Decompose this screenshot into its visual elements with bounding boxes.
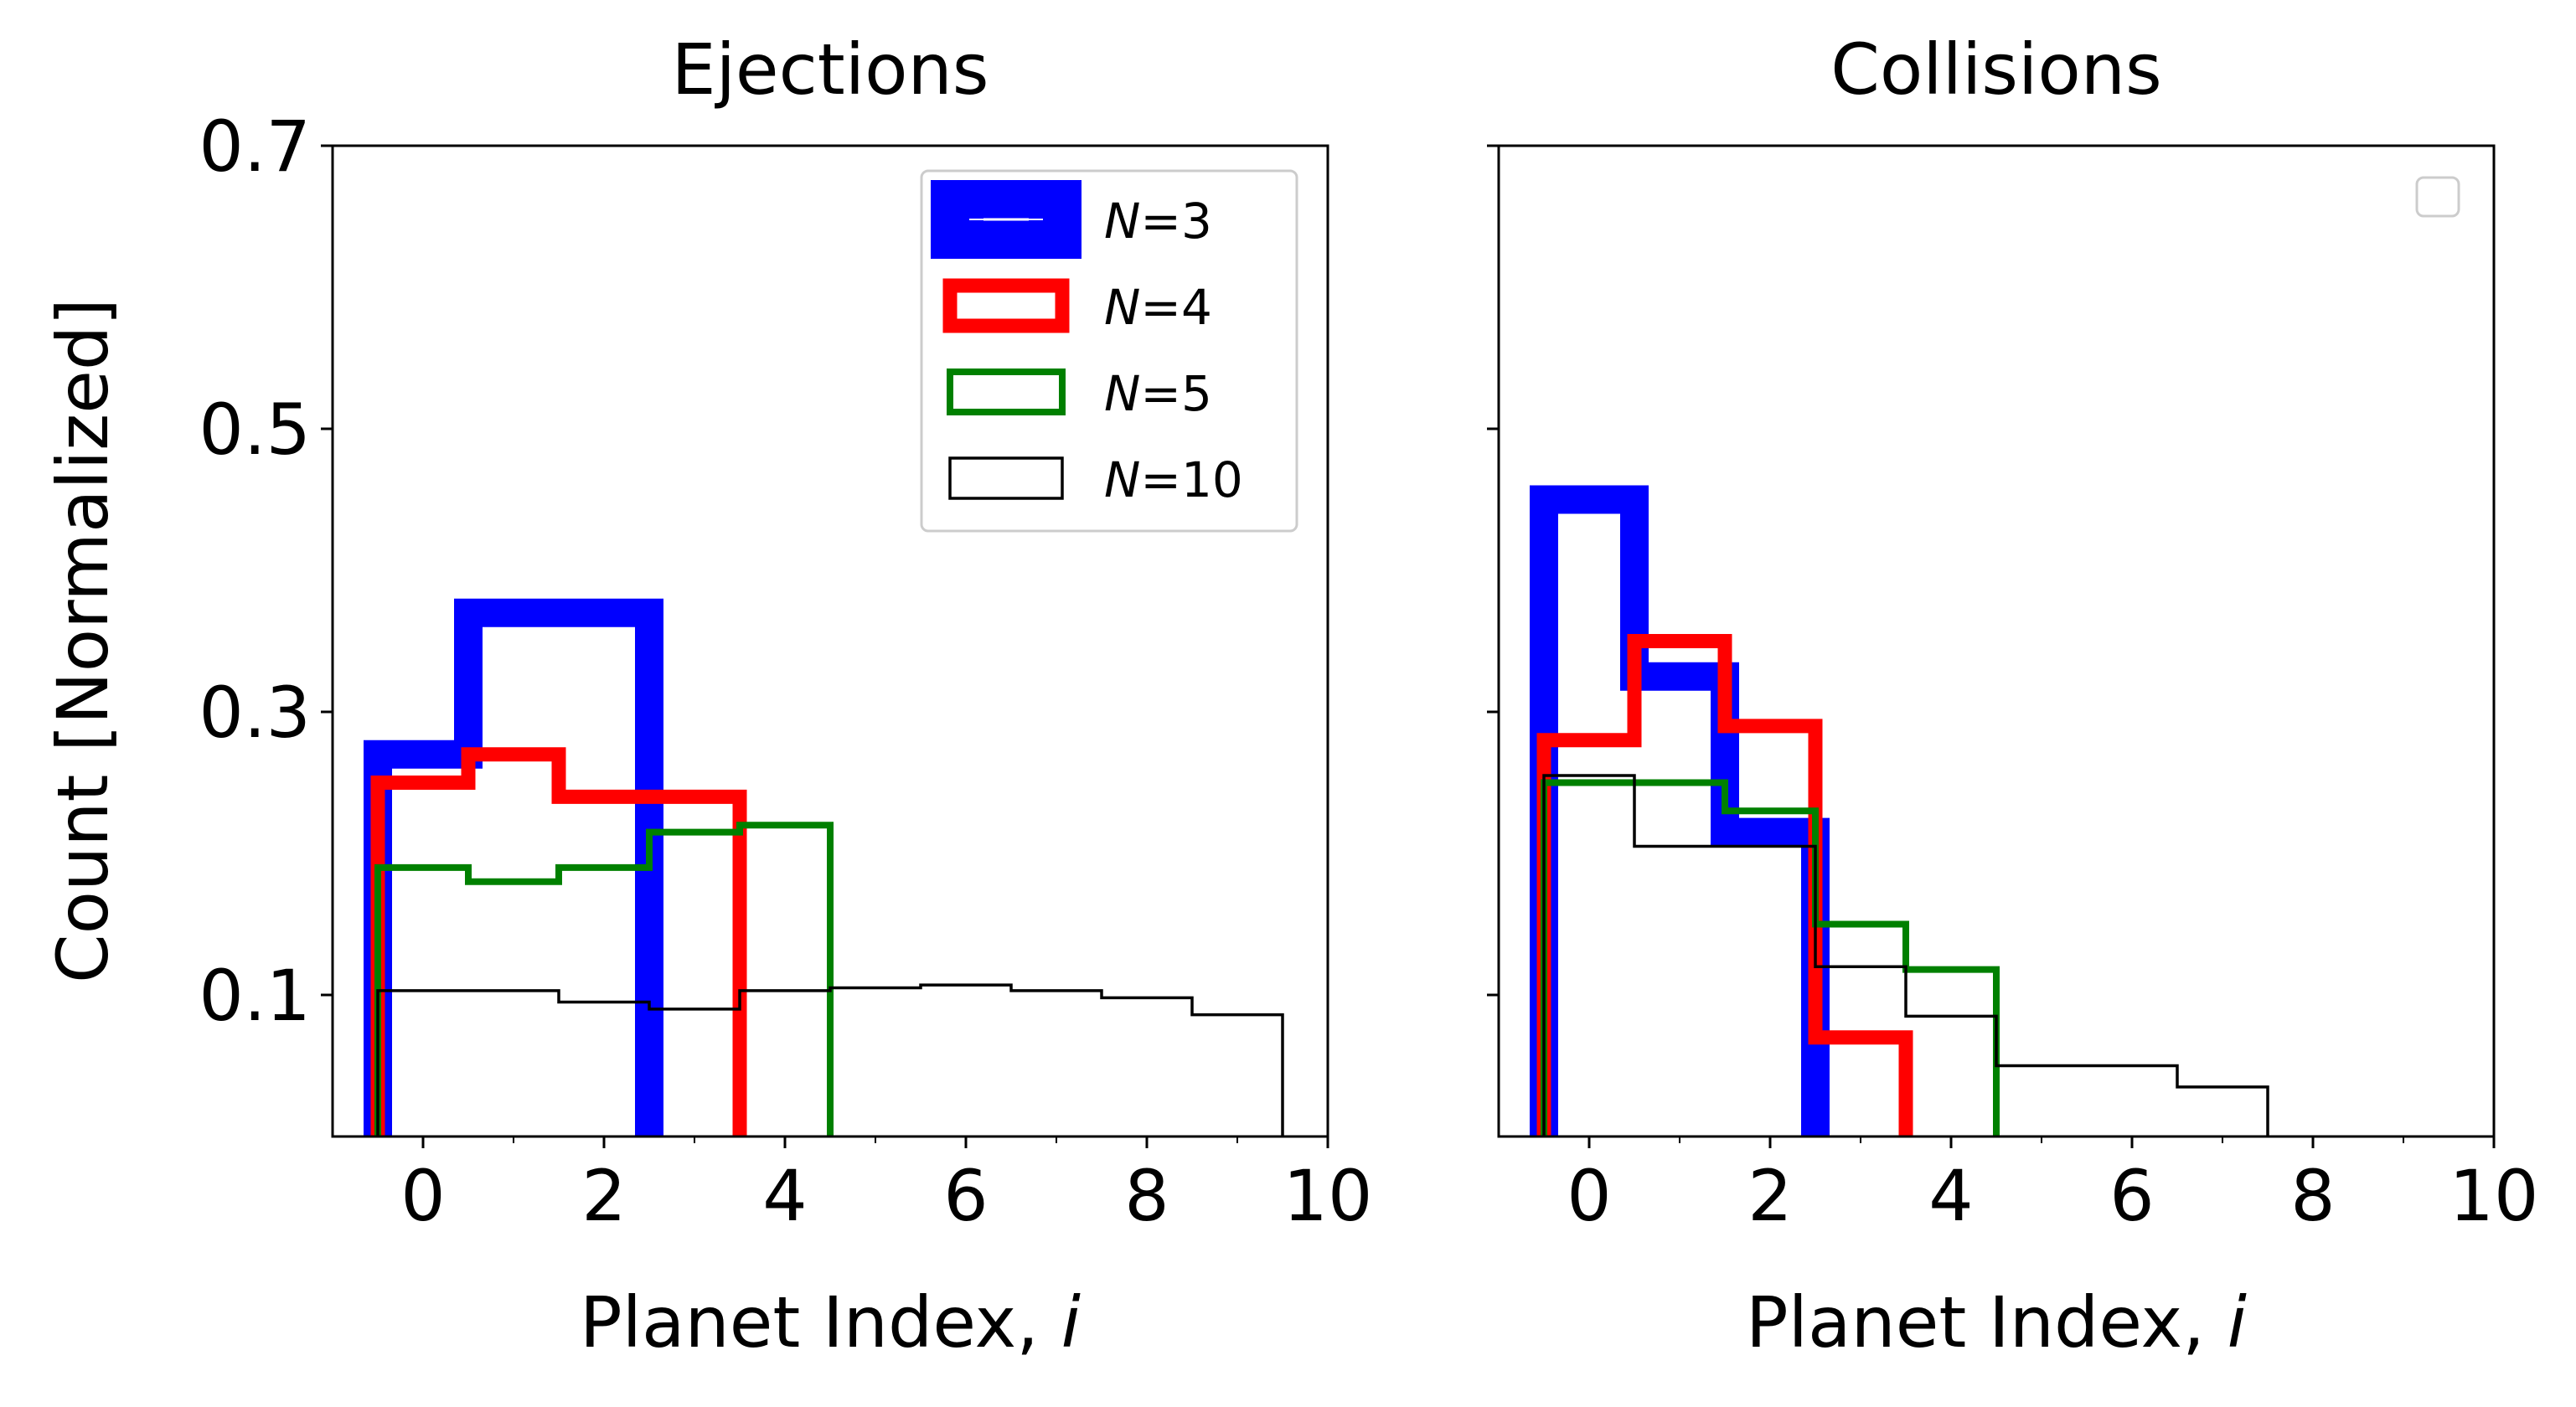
y-tick-label: 0.5 <box>199 389 311 471</box>
x-ticks: 0 2 4 6 8 10 <box>1567 1136 2538 1237</box>
x-ticks: 0 2 4 6 8 10 <box>400 1136 1372 1237</box>
x-axis-variable: i <box>2228 1281 2247 1363</box>
x-axis-label-text: Planet Index, <box>580 1281 1061 1363</box>
histogram-n4 <box>370 747 747 1136</box>
histogram-n3 <box>364 598 663 1136</box>
panel-ejections: Ejections Count [Normalized] Planet Inde… <box>42 28 1372 1363</box>
legend-box <box>2415 176 2460 218</box>
x-tick-label: 6 <box>943 1155 988 1237</box>
y-ticks <box>1487 144 1499 997</box>
x-tick-label: 2 <box>581 1155 626 1237</box>
y-ticks: 0.1 0.3 0.5 0.7 <box>199 106 333 1037</box>
legend: N=3 N=4 N=5 N=10 <box>920 169 1298 533</box>
y-tick-label: 0.3 <box>199 672 311 754</box>
x-tick-label: 4 <box>762 1155 807 1237</box>
x-tick-label: 4 <box>1928 1155 1973 1237</box>
histogram-n5 <box>374 822 834 1136</box>
x-axis-variable: i <box>1061 1281 1081 1363</box>
x-tick-label: 10 <box>1283 1155 1373 1237</box>
x-tick-label: 10 <box>2450 1155 2539 1237</box>
x-tick-label: 6 <box>2109 1155 2154 1237</box>
legend-swatch-n4 <box>942 278 1070 333</box>
legend-swatch-n5 <box>947 368 1066 415</box>
histogram-n4 <box>1536 634 1913 1136</box>
series-layer <box>364 598 1284 1136</box>
legend-label: N=10 <box>1104 451 1243 508</box>
legend-box <box>920 169 1298 533</box>
histogram-n3 <box>1530 485 1830 1136</box>
y-tick-label: 0.1 <box>199 955 311 1037</box>
panel-collisions: Collisions Planet Index, i 0 2 4 6 8 10 <box>1487 28 2538 1363</box>
legend-swatch-n10 <box>948 456 1064 500</box>
x-tick-label: 2 <box>1747 1155 1792 1237</box>
plot-frame <box>1497 144 2496 1138</box>
legend-label: N=4 <box>1104 279 1212 336</box>
histogram-n10 <box>1542 774 2269 1136</box>
x-axis-label: Planet Index, i <box>1746 1281 2247 1363</box>
legend-label: N=3 <box>1104 193 1212 250</box>
legend-swatch-n3 <box>931 180 1082 259</box>
series-layer <box>1530 485 2269 1136</box>
x-axis-label: Planet Index, i <box>580 1281 1081 1363</box>
x-tick-label: 0 <box>1567 1155 1611 1237</box>
x-tick-label: 8 <box>1124 1155 1169 1237</box>
legend <box>2415 176 2460 218</box>
plot-frame <box>331 144 1329 1138</box>
y-axis-label: Count [Normalized] <box>42 298 124 983</box>
x-tick-label: 0 <box>400 1155 445 1237</box>
y-tick-label: 0.7 <box>199 106 311 188</box>
histogram-n10 <box>376 983 1284 1136</box>
legend-label: N=5 <box>1104 365 1212 422</box>
x-axis-label-text: Planet Index, <box>1746 1281 2228 1363</box>
x-tick-label: 8 <box>2290 1155 2335 1237</box>
panel-title: Collisions <box>1830 28 2162 111</box>
panel-title: Ejections <box>672 28 989 111</box>
histogram-n5 <box>1541 779 2000 1136</box>
